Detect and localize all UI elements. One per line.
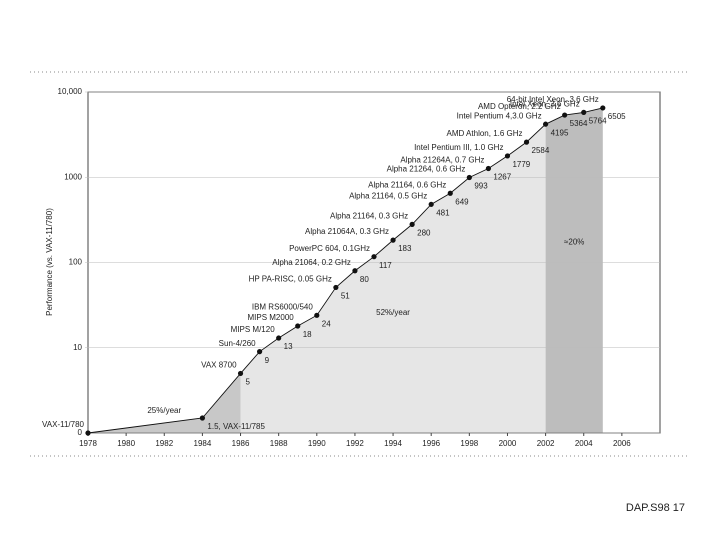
point-label: Intel Pentium III, 1.0 GHz [414,143,503,152]
point-label: MIPS M/120 [231,325,276,334]
data-point [352,268,358,274]
value-label: 1.5, VAX-11/785 [207,422,265,431]
x-tick-label: 2002 [537,439,555,448]
x-tick-label: 1990 [308,439,326,448]
point-label: HP PA-RISC, 0.05 GHz [249,275,332,284]
value-label: 993 [474,182,488,191]
value-label: 2584 [532,146,550,155]
x-tick-label: 1980 [117,439,135,448]
y-tick-label: 0 [78,428,83,437]
footer: DAP.S98 17 [626,502,685,514]
data-point [257,349,263,355]
x-tick-label: 1978 [79,439,97,448]
period-area [545,107,603,434]
y-tick-label: 10,000 [58,87,83,96]
point-label: Alpha 21264, 0.6 GHz [387,165,466,174]
x-tick-label: 2004 [575,439,593,448]
value-label: 4195 [551,128,569,137]
point-label: Alpha 21064A, 0.3 GHz [305,227,389,236]
x-tick-label: 1994 [384,439,402,448]
value-label: 1267 [493,173,511,182]
x-tick-label: 1982 [155,439,173,448]
value-label: 5364 [570,119,588,128]
value-label: 481 [436,208,450,217]
x-tick-label: 1984 [194,439,212,448]
point-label: AMD Athlon, 1.6 GHz [447,129,523,138]
data-point [295,323,301,329]
data-point [543,121,549,127]
data-point [409,221,415,227]
y-tick-label: 100 [69,258,83,267]
y-axis-label: Performance (vs. VAX-11/780) [45,208,54,316]
data-point [523,139,530,145]
value-label: 80 [360,275,369,284]
value-label: 183 [398,244,412,253]
point-label: MIPS M2000 [247,313,294,322]
point-label: Alpha 21164, 0.3 GHz [330,211,408,220]
value-label: 5 [246,378,251,387]
data-point [237,370,244,377]
value-label: 9 [265,356,270,365]
data-point [581,109,587,115]
data-point [562,112,568,118]
point-label: 64-bit Intel Xeon, 3.6 GHz [507,95,599,104]
period-label: 52%/year [376,308,410,317]
x-tick-label: 1988 [270,439,288,448]
value-label: 5764 [589,117,607,126]
point-label: PowerPC 604, 0.1GHz [289,244,370,253]
point-label: Intel Xeon, 3.6 GHz [510,100,580,109]
y-tick-label: 10 [73,343,82,352]
data-point [314,312,320,318]
value-label: 13 [284,342,293,351]
x-tick-label: 2006 [613,439,631,448]
data-point [428,201,434,207]
data-line [87,107,603,434]
y-tick-label: 1000 [64,172,82,181]
data-point [485,165,491,172]
data-point [276,335,282,341]
point-label: Sun-4/260 [219,339,256,348]
data-point [390,237,396,243]
point-label: Alpha 21164, 0.5 GHz [349,191,427,200]
data-point [371,254,377,260]
point-label: AMD Opteron, 2.2 GHz [478,102,561,111]
data-point [333,284,339,291]
period-area [240,124,546,433]
point-label: VAX-11/780 [42,420,85,429]
point-label: Alpha 21264A, 0.7 GHz [400,156,484,165]
period-label: 25%/year [147,406,181,415]
value-label: 24 [322,319,331,328]
x-tick-label: 1996 [422,439,440,448]
value-label: 18 [303,330,312,339]
value-label: 280 [417,228,431,237]
point-label: Alpha 21064, 0.2 GHz [272,258,351,267]
x-tick-label: 1986 [232,439,250,448]
point-label: VAX 8700 [201,361,237,370]
value-label: 1779 [512,160,530,169]
value-label: 117 [379,261,392,270]
data-point [466,174,472,181]
x-tick-label: 2000 [499,439,517,448]
data-point [199,415,205,421]
data-point [504,153,511,159]
period-label: ≈20% [564,238,584,247]
x-tick-label: 1998 [460,439,478,448]
data-point [600,105,606,111]
data-point [447,190,453,196]
value-label: 51 [341,292,350,301]
data-point [85,430,91,436]
point-label: Intel Pentium 4,3.0 GHz [457,111,542,120]
point-label: Alpha 21164, 0.6 GHz [368,180,446,189]
point-label: IBM RS6000/540 [252,302,313,311]
value-label: 6505 [608,112,626,121]
value-label: 649 [455,197,469,206]
x-tick-label: 1992 [346,439,364,448]
